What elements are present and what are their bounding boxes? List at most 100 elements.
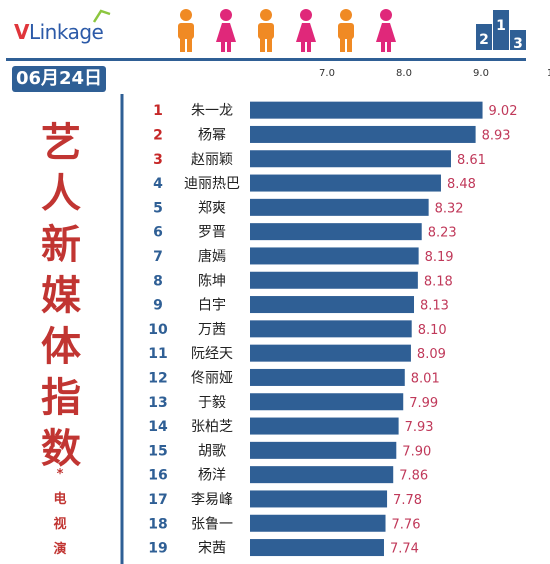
bar [250, 490, 388, 508]
podium-label-2: 2 [479, 32, 489, 48]
rank-label: 8 [153, 273, 163, 289]
value-label: 7.78 [393, 493, 422, 508]
category-label: 陈坤 [198, 272, 226, 289]
rank-label: 9 [153, 298, 163, 314]
category-label: 杨幂 [198, 127, 226, 143]
podium-label-1: 1 [496, 18, 506, 34]
category-label: 胡歌 [198, 443, 226, 459]
x-tick-label: 8.0 [396, 68, 412, 79]
bar [250, 174, 441, 192]
value-label: 8.01 [411, 371, 440, 386]
value-label: 8.61 [457, 153, 486, 168]
value-label: 8.48 [447, 177, 476, 192]
bar [250, 441, 397, 459]
category-label: 李易峰 [191, 492, 233, 508]
bar [250, 514, 386, 532]
male-icon [178, 9, 194, 52]
date-badge: 06月24日 [12, 66, 106, 92]
value-label: 8.19 [425, 250, 454, 265]
rank-label: 3 [153, 152, 163, 168]
podium-icon: 2 1 3 [476, 10, 526, 52]
value-label: 7.93 [405, 420, 434, 435]
x-tick-label: 9.0 [473, 68, 489, 79]
value-label: 7.76 [392, 517, 421, 532]
rank-label: 19 [148, 541, 167, 557]
side-note-char: 视 [53, 517, 67, 532]
people-icons [178, 9, 396, 52]
header-divider [6, 58, 526, 61]
bar [250, 368, 405, 386]
side-note-char: 电 [53, 492, 67, 507]
rank-label: 7 [153, 249, 163, 265]
value-label: 7.86 [399, 469, 428, 484]
category-label: 赵丽颖 [191, 152, 233, 168]
bar [250, 320, 412, 338]
category-label: 唐嫣 [198, 248, 226, 265]
bar [250, 393, 404, 411]
rank-label: 2 [153, 127, 163, 143]
bar [250, 539, 384, 557]
bar [250, 466, 394, 484]
category-label: 于毅 [198, 394, 226, 411]
bar [250, 223, 422, 241]
logo: VLinkage [14, 20, 104, 44]
side-title-char: 体 [41, 324, 81, 370]
rank-label: 4 [153, 176, 163, 192]
rank-label: 11 [148, 346, 167, 362]
side-title-char: 媒 [41, 273, 81, 319]
rank-label: 16 [148, 468, 167, 484]
category-label: 万茜 [198, 322, 226, 338]
rank-label: 12 [148, 370, 167, 386]
side-title: 艺 人 新 媒 体 指 数 [36, 118, 86, 475]
header: VLinkage 2 1 3 [0, 0, 550, 62]
category-label: 郑爽 [198, 200, 226, 216]
rank-label: 18 [148, 516, 167, 532]
bar [250, 344, 411, 362]
value-label: 8.10 [418, 323, 447, 338]
rank-label: 10 [148, 322, 168, 338]
female-icon [216, 9, 236, 52]
rank-label: 13 [148, 395, 167, 411]
rank-label: 1 [153, 103, 163, 119]
rank-label: 5 [153, 200, 163, 216]
rank-label: 6 [153, 225, 163, 241]
category-label: 罗晋 [198, 225, 226, 241]
value-label: 8.32 [435, 201, 464, 216]
bar [250, 247, 419, 265]
male-icon [338, 9, 354, 52]
value-label: 9.02 [489, 104, 518, 119]
bar [250, 125, 476, 143]
rank-label: 14 [148, 419, 168, 435]
value-label: 7.99 [409, 396, 438, 411]
category-label: 杨洋 [198, 468, 226, 484]
category-label: 阮经天 [191, 346, 233, 362]
category-label: 张鲁一 [191, 516, 233, 532]
x-tick-label: 7.0 [319, 68, 335, 79]
rank-label: 15 [148, 443, 167, 459]
podium-label-3: 3 [513, 36, 523, 52]
side-title-char: 艺 [41, 120, 81, 166]
value-label: 8.09 [417, 347, 446, 362]
side-note: * 电 视 演 [52, 462, 68, 562]
value-label: 7.90 [402, 444, 431, 459]
side-title-char: 数 [41, 426, 81, 472]
bar [250, 150, 451, 168]
value-label: 8.23 [428, 226, 457, 241]
bar [250, 198, 429, 216]
logo-rest: Linkage [28, 20, 104, 44]
x-tick-label: 10.0 [547, 68, 550, 79]
side-title-char: 指 [41, 375, 81, 421]
value-label: 8.13 [420, 299, 449, 314]
category-label: 白宇 [198, 298, 226, 314]
value-label: 7.74 [390, 542, 419, 557]
female-icon [296, 9, 316, 52]
rank-label: 17 [148, 492, 167, 508]
category-label: 佟丽娅 [191, 370, 233, 386]
category-label: 迪丽热巴 [184, 176, 240, 192]
bar [250, 296, 415, 314]
side-title-char: 人 [41, 171, 81, 217]
category-label: 朱一龙 [191, 103, 233, 119]
category-label: 宋茜 [198, 541, 226, 557]
bar [250, 271, 418, 289]
side-note-char: 演 [53, 542, 67, 557]
